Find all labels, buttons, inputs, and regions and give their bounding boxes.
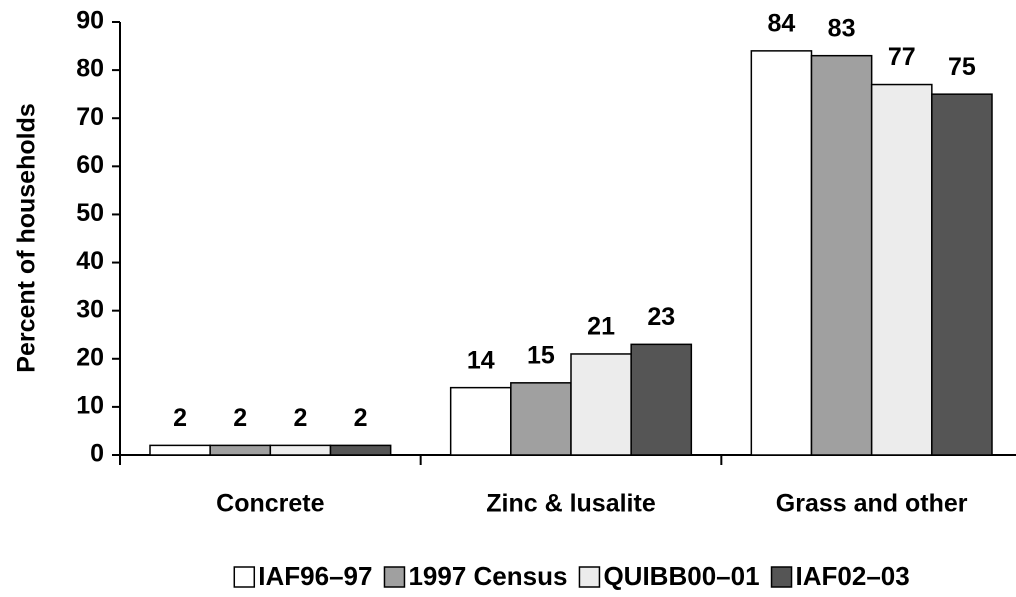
bar xyxy=(630,343,693,456)
y-tick-label: 40 xyxy=(76,247,104,275)
legend-swatch xyxy=(770,566,793,588)
data-label: 2 xyxy=(293,404,307,432)
legend-label: QUIBB00–01 xyxy=(603,561,759,591)
bar xyxy=(329,444,392,456)
bar xyxy=(269,444,332,456)
bar xyxy=(931,93,993,456)
bar xyxy=(149,444,211,456)
data-label: 75 xyxy=(948,53,976,81)
x-tick-label: Zinc & lusalite xyxy=(486,490,656,518)
y-tick-label: 30 xyxy=(76,295,104,323)
y-tick-label: 20 xyxy=(76,343,104,371)
y-tick-label: 0 xyxy=(90,440,104,468)
data-label: 77 xyxy=(888,43,916,71)
data-label: 2 xyxy=(354,404,368,432)
bar xyxy=(750,50,813,456)
bar xyxy=(510,382,572,456)
data-label: 2 xyxy=(233,404,247,432)
bar xyxy=(810,54,873,456)
data-label: 23 xyxy=(647,303,675,331)
bar xyxy=(449,386,512,456)
y-tick-label: 80 xyxy=(76,55,104,83)
legend-label: 1997 Census xyxy=(408,561,567,591)
y-tick-label: 60 xyxy=(76,151,104,179)
legend-label: IAF02–03 xyxy=(796,561,910,591)
data-label: 2 xyxy=(173,404,187,432)
data-label: 21 xyxy=(587,313,615,341)
legend-label: IAF96–97 xyxy=(258,561,372,591)
x-tick-label: Grass and other xyxy=(776,490,968,518)
y-tick-label: 90 xyxy=(76,7,104,35)
legend-swatch xyxy=(383,566,406,588)
legend-swatch xyxy=(233,566,256,588)
y-axis-label: Percent of households xyxy=(13,103,41,372)
bar xyxy=(870,83,933,456)
y-tick-label: 70 xyxy=(76,103,104,131)
y-tick-label: 10 xyxy=(76,391,104,419)
legend-swatch xyxy=(578,566,601,588)
data-label: 83 xyxy=(828,14,856,42)
bar xyxy=(570,353,632,456)
data-label: 84 xyxy=(768,9,796,37)
y-tick-label: 50 xyxy=(76,199,104,227)
x-tick-label: Concrete xyxy=(216,490,324,518)
data-label: 14 xyxy=(467,346,495,374)
bar xyxy=(209,444,272,456)
data-label: 15 xyxy=(527,341,555,369)
